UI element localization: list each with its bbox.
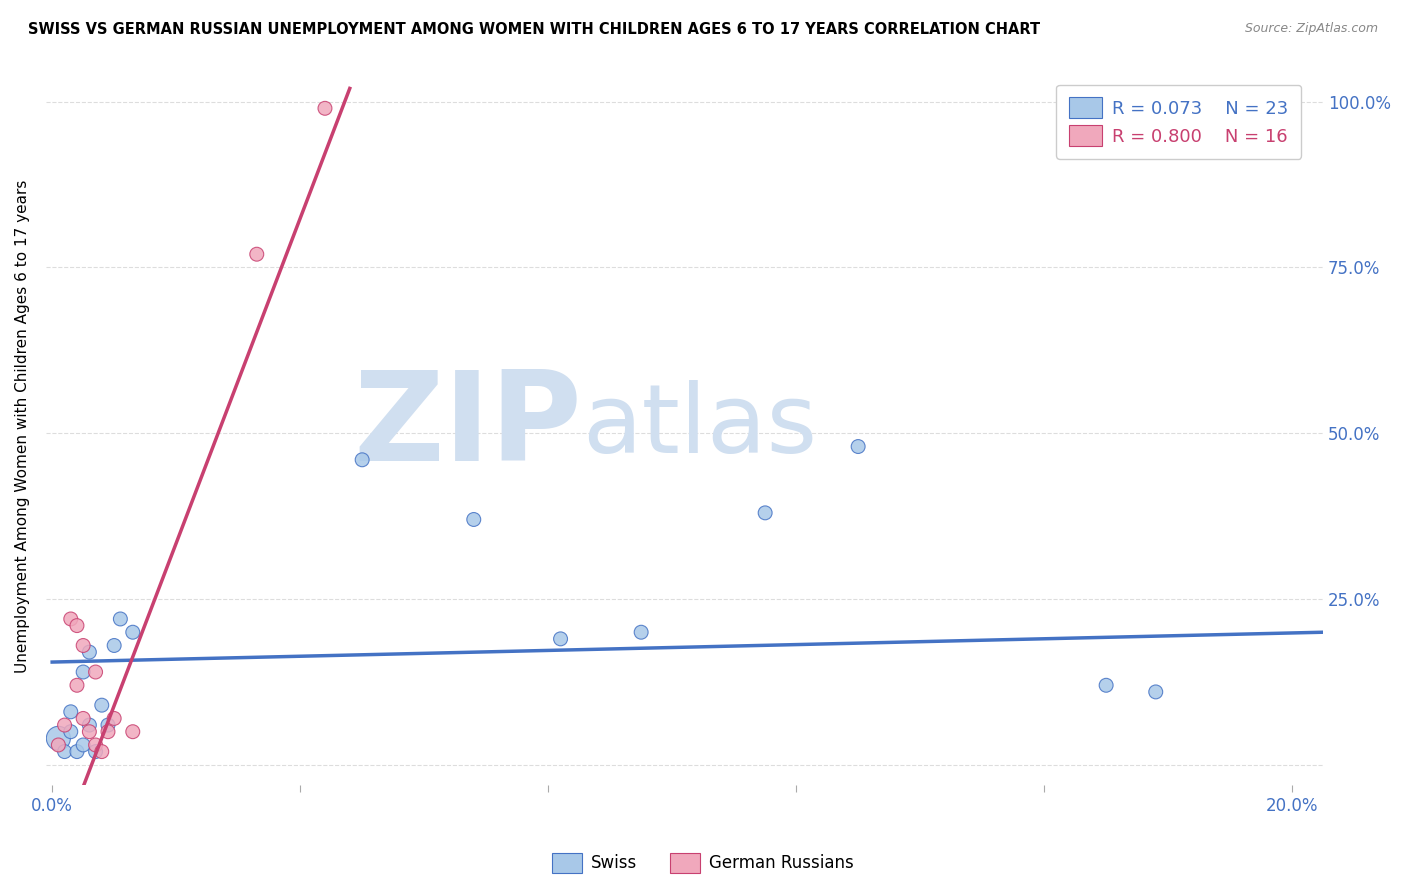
Point (48, 731, 70, 746)
Text: SWISS VS GERMAN RUSSIAN UNEMPLOYMENT AMONG WOMEN WITH CHILDREN AGES 6 TO 17 YEAR: SWISS VS GERMAN RUSSIAN UNEMPLOYMENT AMO… (28, 22, 1040, 37)
Point (72, 639, 94, 653)
Point (630, 625, 652, 640)
Point (121, 625, 143, 640)
Point (53, 745, 76, 759)
Text: Source: ZipAtlas.com: Source: ZipAtlas.com (1244, 22, 1378, 36)
Point (79, 718, 101, 732)
Point (97, 724, 120, 739)
Point (90, 698, 112, 713)
Point (97, 718, 120, 732)
Point (84, 665, 107, 679)
Point (463, 512, 485, 526)
Point (352, 452, 374, 467)
Point (1144, 685, 1167, 699)
Point (59, 612, 82, 626)
Point (66, 678, 89, 692)
Point (84, 738, 107, 752)
Point (72, 711, 94, 725)
Point (48, 738, 70, 752)
Point (72, 738, 94, 752)
Point (90, 745, 112, 759)
Point (121, 724, 143, 739)
Point (110, 612, 132, 626)
Point (53, 718, 76, 732)
Point (66, 745, 89, 759)
Point (103, 639, 125, 653)
Point (84, 745, 107, 759)
Point (66, 618, 89, 632)
Legend: R = 0.073    N = 23, R = 0.800    N = 16: R = 0.073 N = 23, R = 0.800 N = 16 (1056, 85, 1302, 159)
Text: ZIP: ZIP (354, 366, 582, 487)
Point (1095, 678, 1118, 692)
Point (103, 711, 125, 725)
Point (59, 705, 82, 719)
Point (550, 632, 572, 646)
Point (314, 101, 336, 115)
Text: atlas: atlas (582, 380, 817, 473)
Point (72, 665, 94, 679)
Legend: Swiss, German Russians: Swiss, German Russians (546, 847, 860, 880)
Point (79, 724, 101, 739)
Y-axis label: Unemployment Among Women with Children Ages 6 to 17 years: Unemployment Among Women with Children A… (15, 180, 30, 673)
Point (846, 440, 869, 454)
Point (246, 247, 269, 261)
Point (79, 645, 101, 659)
Point (59, 724, 82, 739)
Point (754, 506, 776, 520)
